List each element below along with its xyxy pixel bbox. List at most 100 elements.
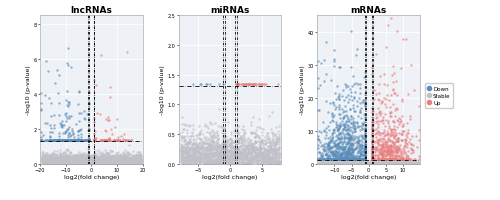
Point: [44, 155, 52, 158]
Point: [98, 162, 106, 165]
Point: [390, 162, 398, 165]
Point: [264, 160, 272, 163]
Point: [340, 162, 347, 165]
Point: [412, 162, 420, 165]
Point: [209, 160, 217, 163]
Point: [109, 159, 117, 162]
Point: [406, 162, 413, 165]
Point: [360, 162, 368, 165]
Point: [191, 146, 199, 149]
Point: [114, 162, 122, 165]
Point: [248, 157, 256, 161]
Point: [54, 158, 62, 161]
Point: [233, 156, 241, 160]
Point: [272, 158, 280, 162]
Point: [60, 160, 68, 163]
Point: [117, 155, 125, 158]
Point: [131, 161, 139, 164]
Point: [45, 96, 53, 100]
Point: [398, 38, 406, 41]
Point: [100, 139, 108, 142]
Point: [346, 158, 354, 161]
Point: [130, 162, 138, 165]
Point: [136, 162, 144, 166]
Point: [240, 157, 248, 160]
Point: [259, 151, 267, 154]
Point: [74, 139, 82, 142]
Point: [400, 162, 407, 165]
Point: [69, 157, 77, 160]
Point: [338, 162, 346, 165]
Point: [44, 161, 52, 164]
Point: [268, 142, 276, 145]
Point: [60, 160, 68, 163]
Point: [192, 160, 200, 163]
Point: [344, 151, 351, 154]
Point: [70, 154, 78, 157]
Point: [201, 141, 209, 145]
Point: [136, 160, 144, 163]
Point: [361, 86, 369, 89]
Point: [112, 156, 120, 159]
Point: [330, 104, 338, 107]
Point: [392, 161, 400, 164]
Point: [316, 162, 324, 165]
Point: [361, 128, 369, 131]
Point: [226, 160, 234, 163]
Point: [122, 161, 130, 164]
Legend: Down, Stable, Up: Down, Stable, Up: [426, 83, 454, 109]
Point: [349, 117, 357, 120]
Point: [94, 157, 102, 160]
Point: [122, 156, 130, 159]
Point: [369, 120, 377, 123]
Point: [66, 161, 74, 164]
Point: [50, 162, 58, 165]
Point: [80, 157, 88, 160]
Point: [68, 162, 76, 165]
Point: [106, 160, 114, 163]
Point: [133, 159, 141, 162]
Point: [240, 158, 248, 161]
Point: [114, 118, 122, 121]
Point: [126, 161, 134, 164]
Point: [67, 158, 75, 161]
Point: [206, 82, 214, 86]
Point: [110, 139, 118, 142]
Point: [326, 162, 334, 165]
Point: [58, 159, 66, 162]
Point: [96, 158, 104, 161]
Point: [96, 152, 104, 155]
Point: [116, 160, 124, 164]
Point: [52, 139, 60, 142]
Point: [78, 160, 86, 163]
Point: [361, 158, 369, 161]
Point: [44, 159, 52, 163]
Point: [59, 155, 67, 158]
Point: [379, 158, 387, 161]
Point: [406, 162, 414, 165]
Point: [347, 162, 355, 165]
Point: [338, 158, 345, 161]
Point: [411, 162, 419, 165]
Point: [132, 154, 140, 157]
Point: [47, 159, 55, 162]
Point: [385, 99, 393, 102]
Point: [54, 139, 62, 142]
Point: [128, 159, 136, 162]
Point: [332, 161, 340, 165]
Point: [42, 157, 50, 160]
Point: [102, 160, 110, 163]
Point: [72, 156, 80, 159]
Point: [378, 162, 386, 165]
Point: [348, 162, 356, 165]
Point: [91, 154, 99, 157]
Point: [332, 162, 340, 165]
Point: [46, 157, 54, 160]
Point: [87, 162, 95, 165]
Point: [390, 103, 398, 106]
Point: [102, 162, 110, 165]
Point: [261, 142, 269, 145]
Point: [253, 148, 261, 151]
Point: [206, 149, 214, 152]
Point: [217, 146, 225, 149]
